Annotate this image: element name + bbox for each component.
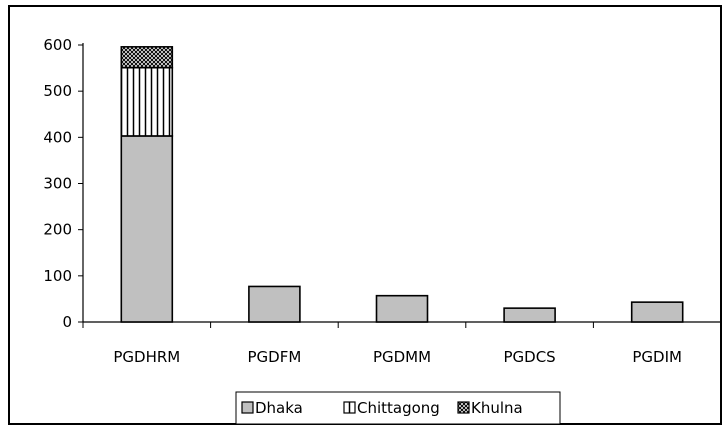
legend-swatch-khulna	[457, 401, 470, 414]
y-tick-label: 600	[43, 36, 72, 54]
y-tick-label: 500	[43, 82, 72, 100]
legend-label-dhaka: Dhaka	[255, 399, 303, 417]
bar-dhaka-pgdcs	[503, 307, 556, 323]
legend-label-khulna: Khulna	[471, 399, 523, 417]
bar-dhaka-pgdim	[630, 301, 684, 323]
y-tick-label: 200	[43, 221, 72, 239]
bar-khulna-pgdhrm	[120, 46, 174, 69]
legend-label-chittagong: Chittagong	[357, 399, 440, 417]
legend-swatch-dhaka	[241, 401, 254, 414]
y-tick-label: 100	[43, 267, 72, 285]
x-tick-label: PGDIM	[632, 348, 682, 366]
x-tick-label: PGDMM	[373, 348, 431, 366]
bar-dhaka-pgdmm	[375, 294, 429, 323]
x-tick-label: PGDHRM	[113, 348, 180, 366]
bar-chittagong-pgdhrm	[120, 66, 174, 137]
bar-dhaka-pgdfm	[248, 285, 301, 323]
x-tick-label: PGDCS	[503, 348, 555, 366]
y-tick-label: 0	[62, 313, 72, 331]
y-axis: 0 100 200 300 400 500 600	[43, 36, 84, 331]
y-tick-label: 400	[43, 128, 72, 146]
legend-box	[235, 391, 561, 425]
legend: Dhaka Chittagong Khulna	[235, 391, 561, 425]
bars	[120, 46, 684, 323]
legend-swatch-chittagong	[343, 401, 356, 414]
bar-dhaka-pgdhrm	[120, 135, 174, 323]
x-tick-label: PGDFM	[248, 348, 302, 366]
y-tick-label: 300	[43, 175, 72, 193]
